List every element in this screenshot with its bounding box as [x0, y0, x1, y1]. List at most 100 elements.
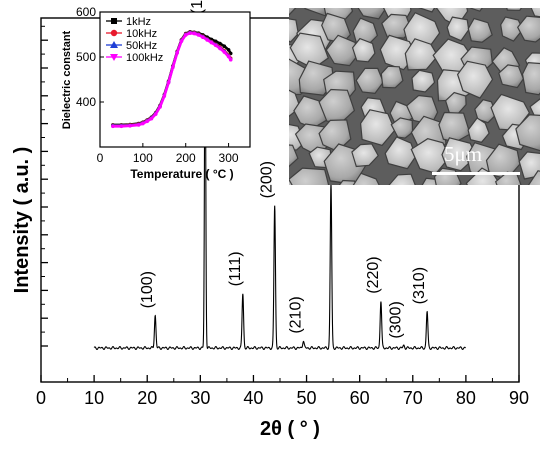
x-tick-label: 60	[350, 388, 370, 408]
grain	[411, 69, 436, 93]
inset-series-point	[141, 121, 145, 126]
grain	[289, 89, 301, 118]
inset-series-point	[218, 41, 222, 46]
grain	[359, 109, 396, 147]
sem-micrograph: 5μm	[289, 8, 540, 185]
inset-y-tick-label: 400	[76, 95, 96, 109]
legend-marker	[110, 29, 118, 37]
grain	[351, 37, 376, 63]
inset-x-tick-label: 200	[176, 151, 196, 165]
x-tick-label: 0	[36, 388, 46, 408]
grain	[467, 17, 493, 43]
peak-label: (200)	[259, 161, 276, 198]
grain	[500, 16, 524, 42]
grain	[338, 179, 357, 185]
inset-y-tick-label: 500	[76, 50, 96, 64]
grain	[289, 18, 299, 43]
inset-series-point	[201, 35, 205, 39]
grain	[467, 117, 490, 143]
inset-series-point	[149, 116, 154, 121]
grain	[380, 65, 404, 89]
grain	[325, 34, 359, 67]
x-tick-label: 10	[84, 388, 104, 408]
main-y-axis-label: Intensity ( a.u. )	[11, 147, 33, 294]
sem-grain-image	[289, 8, 540, 185]
inset-series-point	[119, 124, 124, 129]
inset-series-point	[111, 124, 115, 129]
inset-series-point	[158, 105, 162, 109]
grain	[506, 8, 523, 11]
grain	[515, 114, 540, 152]
inset-x-tick-label: 0	[97, 151, 104, 165]
xrd-pattern	[93, 24, 466, 351]
scale-bar	[432, 172, 520, 175]
grain	[390, 117, 414, 139]
inset-x-tick-label: 100	[133, 151, 153, 165]
grain	[516, 15, 540, 43]
inset-series-point	[171, 65, 175, 70]
peak-label: (111)	[227, 251, 244, 286]
legend-label: 10kHz	[126, 28, 157, 40]
grain	[357, 8, 387, 20]
grain	[527, 170, 540, 185]
legend-label: 1kHz	[126, 16, 151, 28]
inset-series-point	[226, 54, 231, 59]
main-plot-axes: 0 10 20 30 40 50 60 70 80 90	[36, 25, 529, 408]
peak-label: (310)	[411, 267, 428, 304]
grain	[352, 172, 380, 185]
grain	[474, 99, 498, 124]
inset-series-point	[192, 31, 197, 36]
scale-bar-label: 5μm	[444, 142, 483, 166]
inset-series-point	[226, 48, 231, 52]
grain	[418, 8, 436, 13]
xrd-trace	[93, 24, 466, 351]
grain	[289, 144, 299, 168]
inset-series-point	[228, 57, 233, 62]
inset-series-point	[179, 39, 184, 44]
inset-y-axis-label: Dielectric constant	[61, 30, 73, 129]
grain	[388, 173, 416, 185]
legend-label: 50kHz	[126, 40, 157, 52]
grain	[381, 13, 413, 39]
x-tick-label: 20	[137, 388, 157, 408]
grain	[404, 38, 439, 71]
grain	[529, 98, 540, 121]
inset-series-point	[205, 38, 209, 42]
inset-axes: 0 100 200 300 400 500 600	[76, 5, 239, 165]
grain	[304, 8, 330, 17]
grain	[384, 136, 417, 170]
inset-series-point	[145, 119, 149, 124]
x-tick-label: 80	[456, 388, 476, 408]
grain	[289, 8, 297, 16]
x-tick-label: 70	[403, 388, 423, 408]
grain	[351, 143, 379, 168]
legend-marker	[110, 41, 118, 48]
x-tick-label: 50	[297, 388, 317, 408]
inset-series-point	[213, 39, 218, 44]
grain	[446, 16, 470, 42]
grain	[521, 61, 540, 96]
inset-y-tick-label: 600	[76, 5, 96, 19]
main-x-axis-label: 2θ ( ° )	[260, 418, 320, 440]
inset-series-point	[153, 112, 158, 116]
inset-x-axis-label: Temperature ( °C )	[130, 167, 233, 181]
inset-series-point	[222, 44, 227, 48]
peak-label: (110)	[189, 0, 206, 14]
grain	[355, 67, 384, 95]
peak-label: (100)	[139, 271, 156, 308]
inset-series	[111, 30, 233, 129]
grain	[470, 8, 483, 12]
inset-series-point	[209, 40, 214, 45]
inset-series-point	[162, 94, 167, 98]
inset-series-point	[218, 46, 222, 51]
inset-series-point	[222, 50, 227, 54]
grain	[456, 60, 494, 99]
grain	[289, 167, 330, 185]
inset-series-point	[166, 80, 171, 85]
peak-label: (300)	[388, 301, 405, 338]
dielectric-inset: 0 100 200 300 400 500 600 1kHz10kHz50kHz100kHz…	[61, 5, 251, 181]
grain	[530, 8, 540, 18]
inset-series-point	[175, 51, 179, 55]
